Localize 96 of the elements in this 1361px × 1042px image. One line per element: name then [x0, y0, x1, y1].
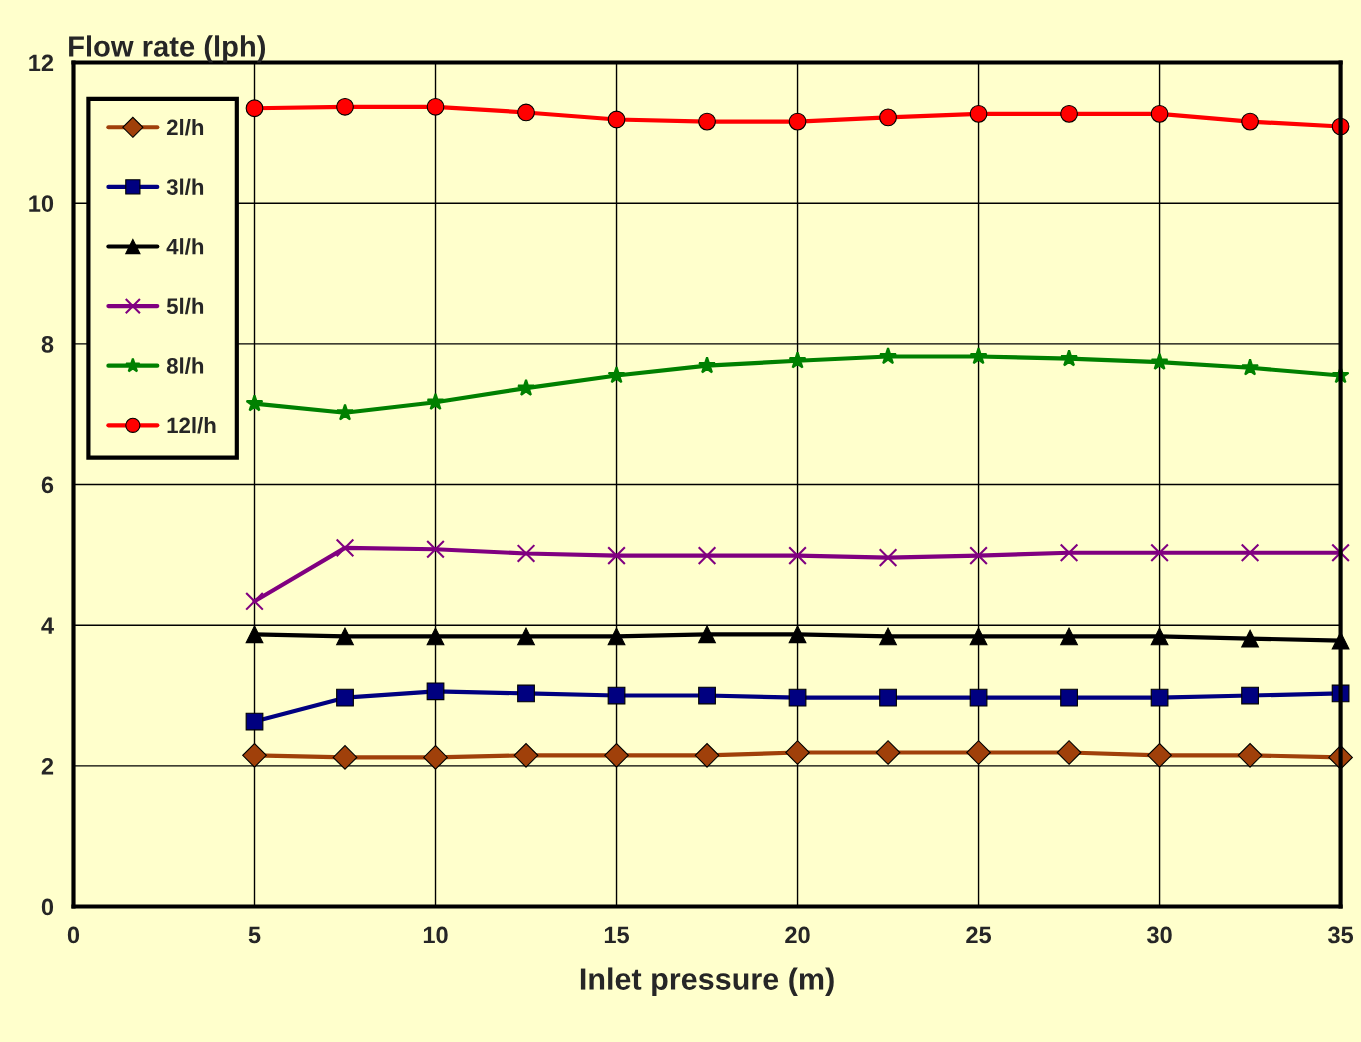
point — [335, 538, 355, 558]
legend-label: 12l/h — [167, 416, 216, 434]
point — [336, 97, 354, 116]
point — [879, 347, 898, 365]
point — [879, 688, 897, 707]
legend-label: 5l/h — [166, 297, 204, 315]
point — [607, 546, 626, 565]
point — [607, 686, 626, 705]
point — [1060, 349, 1079, 367]
point — [1240, 543, 1260, 563]
point — [242, 742, 267, 768]
point — [788, 688, 807, 707]
point — [517, 684, 535, 703]
point — [426, 97, 445, 116]
legend-label: 8l/h — [166, 357, 204, 374]
point — [1150, 627, 1169, 646]
point — [426, 682, 445, 701]
point — [1059, 543, 1079, 563]
point — [607, 366, 626, 384]
point — [1060, 104, 1078, 123]
point — [698, 356, 716, 374]
point — [875, 740, 901, 765]
point — [245, 394, 264, 412]
point — [698, 112, 716, 131]
x-tick-label: 35 — [1328, 926, 1354, 944]
point — [1241, 629, 1259, 648]
point — [1150, 688, 1169, 707]
y-axis-title: Flow rate (lph) — [69, 35, 265, 63]
point — [1241, 358, 1260, 376]
point — [336, 403, 354, 421]
point — [694, 742, 720, 768]
point — [1331, 543, 1350, 563]
point — [423, 745, 448, 770]
point — [969, 688, 988, 707]
point — [788, 112, 807, 131]
point — [426, 392, 445, 411]
point — [245, 625, 264, 644]
x-tick-label: 25 — [966, 926, 992, 944]
y-tick-label: 10 — [29, 195, 54, 212]
x-tick-label: 20 — [785, 926, 810, 944]
legend-label: 4l/h — [166, 238, 204, 255]
point — [788, 625, 807, 644]
point — [1060, 627, 1078, 646]
point — [1241, 112, 1259, 131]
point — [245, 99, 264, 118]
point — [1150, 352, 1169, 370]
point — [607, 627, 626, 646]
x-tick-label: 0 — [67, 926, 80, 944]
y-tick-label: 4 — [41, 617, 54, 634]
point — [969, 104, 988, 123]
y-tick-label: 0 — [41, 898, 54, 916]
x-axis-title: Inlet pressure (m) — [580, 967, 834, 996]
point — [336, 627, 354, 646]
y-tick-label: 6 — [41, 476, 54, 494]
point — [516, 544, 536, 563]
point — [969, 347, 988, 365]
point — [698, 686, 716, 705]
x-tick-label: 5 — [248, 926, 261, 944]
point — [517, 378, 535, 396]
point — [1060, 688, 1078, 707]
point — [878, 548, 898, 568]
point — [697, 546, 717, 565]
point — [1150, 543, 1169, 563]
legend-label: 2l/h — [166, 118, 204, 136]
point — [517, 627, 535, 646]
x-tick-label: 30 — [1146, 926, 1172, 944]
y-tick-label: 12 — [29, 54, 54, 72]
point — [245, 591, 264, 611]
y-tick-label: 8 — [41, 335, 54, 353]
point — [332, 745, 358, 770]
point — [1237, 742, 1263, 768]
point — [245, 712, 264, 731]
point — [513, 742, 539, 768]
point — [969, 627, 988, 646]
point — [879, 108, 897, 127]
point — [426, 539, 445, 559]
y-tick-label: 2 — [41, 757, 54, 775]
point — [879, 627, 897, 646]
legend-label: 3l/h — [166, 178, 204, 196]
point — [517, 103, 535, 122]
point — [1241, 686, 1259, 705]
point — [1150, 104, 1169, 123]
x-tick-label: 15 — [604, 926, 630, 944]
point — [788, 351, 807, 369]
point — [788, 546, 807, 565]
point — [698, 625, 716, 644]
point — [1056, 740, 1082, 765]
point — [966, 740, 991, 765]
x-tick-label: 10 — [423, 926, 448, 944]
point — [604, 742, 629, 768]
point — [336, 688, 354, 707]
point — [785, 740, 810, 765]
point — [607, 110, 626, 129]
point — [1147, 742, 1172, 768]
point — [426, 627, 445, 646]
point — [969, 546, 988, 565]
